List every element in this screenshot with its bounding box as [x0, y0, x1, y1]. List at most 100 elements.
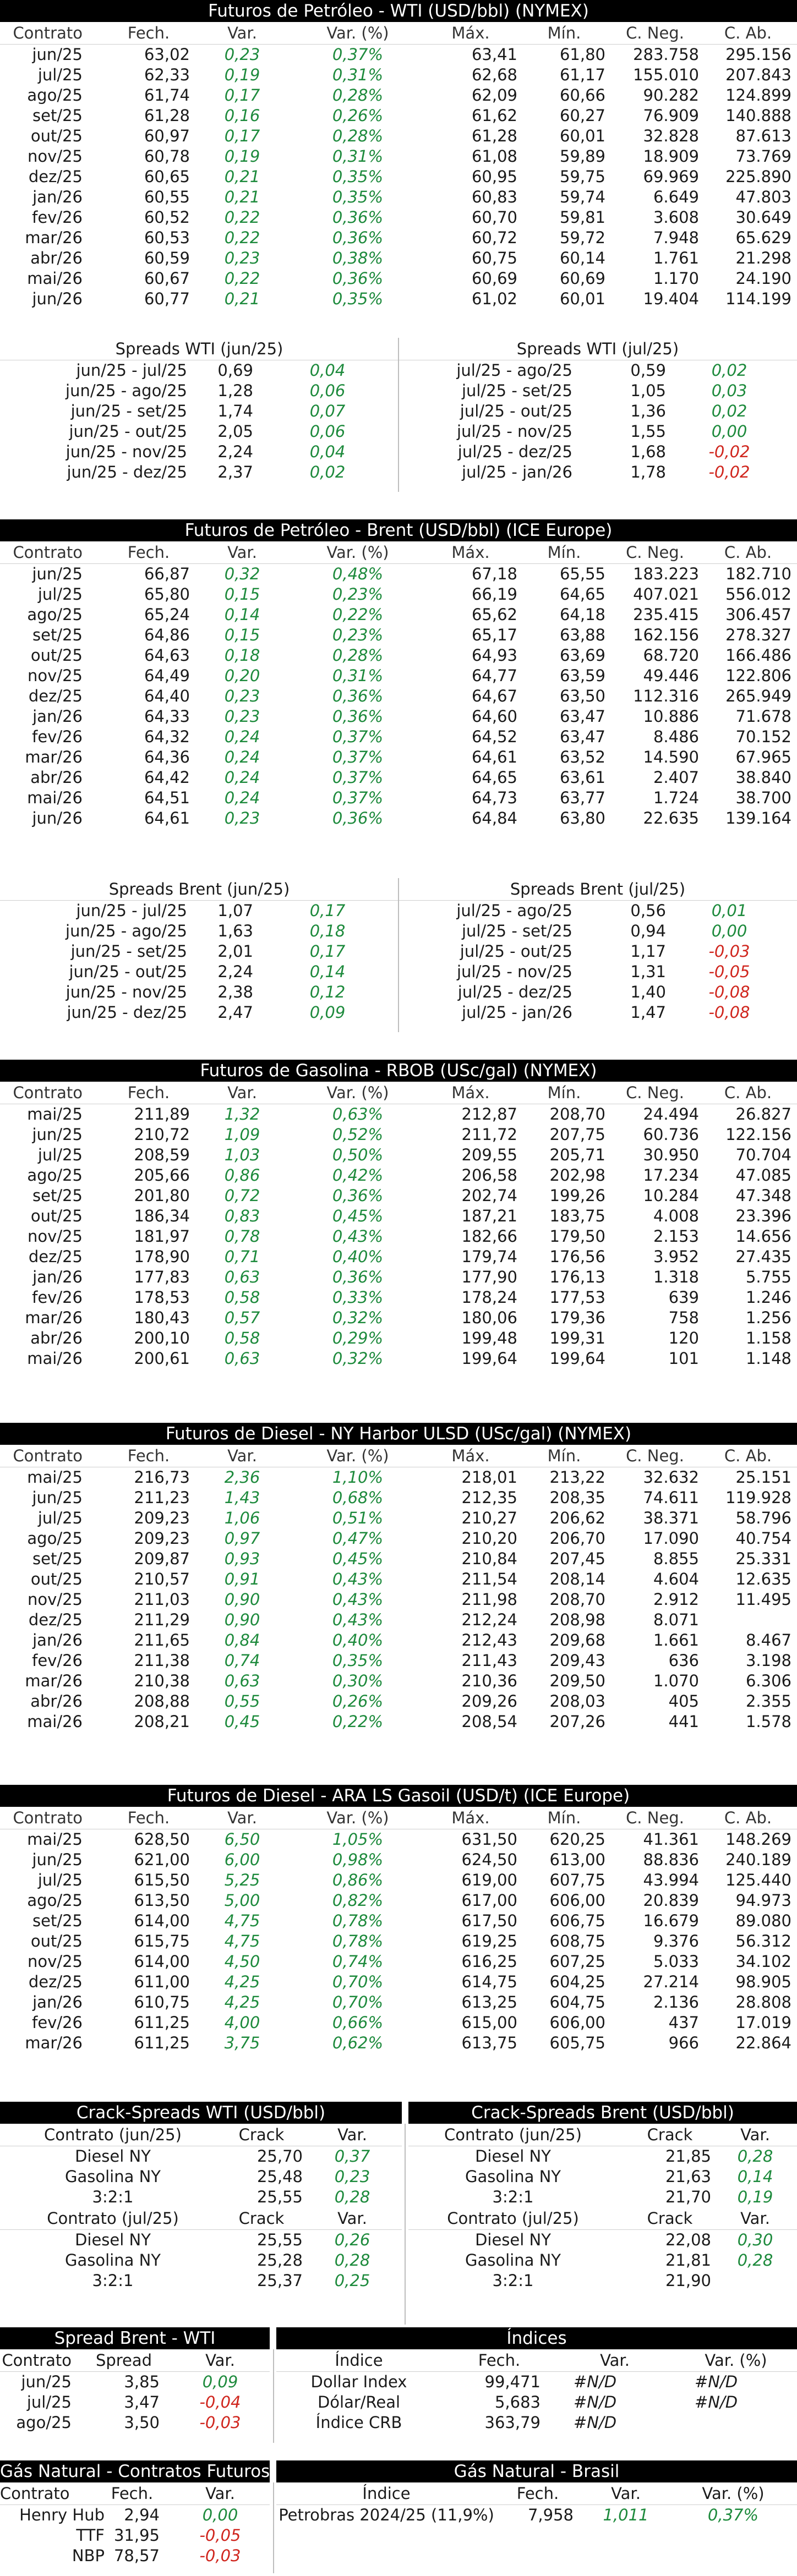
- cell-low: 59,75: [559, 167, 605, 186]
- cell-open-interest: 295.156: [725, 45, 791, 64]
- crack-wti-title: Crack-Spreads WTI (USD/bbl): [0, 2102, 402, 2124]
- table-cell: 0,09: [202, 2372, 238, 2391]
- cell-low: 202,98: [549, 1166, 605, 1185]
- cell-open-interest: 38.840: [735, 768, 791, 787]
- brent-table: jun/25 66,87 0,32 0,48% 67,18 65,55 183.223 182…: [0, 564, 797, 829]
- cell-volume: 2.153: [653, 1227, 699, 1246]
- header-change: Var.: [227, 543, 257, 562]
- cell-low: 605,75: [549, 2034, 605, 2052]
- cell-close: 60,55: [144, 188, 190, 206]
- cell-low: 59,74: [559, 188, 605, 206]
- cell-change: 2,36: [224, 1468, 260, 1487]
- cell-open-interest: 67.965: [735, 748, 791, 766]
- header-open-interest: C. Ab.: [724, 1808, 772, 1827]
- indices-panel: Índices Índice Fech. Var. Var. (%) Dollar In…: [276, 2327, 797, 2443]
- crack-value: 25,37: [256, 2271, 303, 2290]
- cell-close: 209,23: [134, 1509, 190, 1527]
- cell-low: 208,03: [549, 1692, 605, 1711]
- header-close: Fech.: [127, 1808, 170, 1827]
- wti-header-row: Contrato Fech. Var. Var. (%) Máx. Mín. C. Neg.…: [0, 22, 797, 45]
- brent-spreads-section: Spreads Brent (jun/25) Spreads Brent (ju…: [0, 878, 797, 1032]
- cell-contract: jul/25: [37, 585, 83, 604]
- rbob-title: Futuros de Gasolina - RBOB (USc/gal) (NY…: [0, 1060, 797, 1082]
- cell-change: 0,83: [224, 1207, 260, 1225]
- cell-contract: ago/25: [27, 1529, 83, 1548]
- cell-contract: out/25: [30, 646, 83, 665]
- cell-change-pct: 0,28%: [332, 646, 384, 665]
- table-row: out/25 186,34 0,83 0,45% 187,21 183,75 4.008 23…: [0, 1206, 797, 1226]
- cell-high: 199,64: [461, 1349, 517, 1368]
- cell-low: 607,25: [549, 1952, 605, 1971]
- cell-high: 64,52: [471, 727, 517, 746]
- table-row: dez/25 611,00 4,25 0,70% 614,75 604,25 27.214 9…: [0, 1972, 797, 1992]
- cell-close: 209,87: [134, 1549, 190, 1568]
- crack-col-header: Crack: [647, 2209, 693, 2228]
- header-contract: Contrato: [13, 24, 83, 42]
- cell-open-interest: 148.269: [725, 1830, 791, 1849]
- cell-open-interest: 17.019: [735, 2013, 791, 2032]
- spread-pair: jun/25 - out/25: [69, 962, 187, 981]
- cell-change: 0,17: [224, 86, 260, 105]
- small-table-header: Contrato Fech. Var.: [0, 2482, 270, 2505]
- cell-change-pct: 0,22%: [332, 605, 384, 624]
- cell-close: 60,78: [144, 147, 190, 166]
- cell-change: 4,00: [224, 2013, 260, 2032]
- brent-spreads-table: jun/25 - jul/25 1,07 0,17 jul/25 - ago/25 0,…: [0, 901, 797, 1023]
- cell-low: 604,75: [549, 1993, 605, 2012]
- spread-change: 0,03: [711, 381, 747, 400]
- table-row: fev/26 211,38 0,74 0,35% 211,43 209,43 636 3.19…: [0, 1651, 797, 1671]
- table-cell: #N/D: [574, 2372, 617, 2391]
- rbob-section: Futuros de Gasolina - RBOB (USc/gal) (NY…: [0, 1060, 797, 1369]
- cell-contract: fev/26: [32, 727, 83, 746]
- spread-pair: jul/25 - set/25: [461, 381, 572, 400]
- spread-value: 2,05: [217, 422, 253, 441]
- table-row: Dólar/Real 5,683 #N/D #N/D: [276, 2392, 797, 2413]
- table-row: ago/25 613,50 5,00 0,82% 617,00 606,00 20.839 9…: [0, 1890, 797, 1911]
- cell-close: 186,34: [134, 1207, 190, 1225]
- cell-high: 64,61: [471, 748, 517, 766]
- cell-change: 0,24: [224, 788, 260, 807]
- cell-low: 206,70: [549, 1529, 605, 1548]
- table-row: fev/26 611,25 4,00 0,66% 615,00 606,00 437 17.0…: [0, 2013, 797, 2033]
- spread-pair: jun/25 - set/25: [70, 402, 187, 420]
- cell-change: 4,75: [224, 1911, 260, 1930]
- cell-high: 210,27: [461, 1509, 517, 1527]
- cell-change-pct: 0,62%: [332, 2034, 384, 2052]
- cell-open-interest: 56.312: [735, 1932, 791, 1950]
- spread-pair: jul/25 - dez/25: [457, 442, 572, 461]
- spread-pair: jul/25 - nov/25: [456, 422, 572, 441]
- table-row: nov/25 60,78 0,19 0,31% 61,08 59,89 18.909 73.7…: [0, 146, 797, 167]
- brent-spreads-divider: [398, 878, 399, 1032]
- table-cell: 99,471: [484, 2372, 541, 2391]
- cell-contract: set/25: [32, 106, 83, 125]
- cell-contract: dez/25: [28, 687, 83, 705]
- table-row: mai/26 208,21 0,45 0,22% 208,54 207,26 441 1.57…: [0, 1712, 797, 1732]
- spread-value: 1,63: [217, 922, 253, 940]
- indices-table: Índice Fech. Var. Var. (%) Dollar Index 99,47…: [276, 2349, 797, 2433]
- cell-volume: 32.632: [643, 1468, 699, 1487]
- cell-close: 211,89: [134, 1105, 190, 1123]
- cell-contract: jun/25: [32, 564, 83, 583]
- cell-contract: jun/25: [32, 1850, 83, 1869]
- cell-change: 0,24: [224, 727, 260, 746]
- cell-change: 1,06: [224, 1509, 260, 1527]
- cell-open-interest: 3.198: [745, 1651, 791, 1670]
- table-cell: 1,011: [603, 2506, 649, 2524]
- spread-value: 1,68: [630, 442, 666, 461]
- cell-change: 0,24: [224, 768, 260, 787]
- header-cell: Var. (%): [705, 2351, 767, 2370]
- spread-value: 0,69: [217, 361, 253, 380]
- cell-contract: jul/25: [37, 1871, 83, 1889]
- cell-open-interest: 98.905: [735, 1972, 791, 1991]
- cell-change-pct: 0,43%: [332, 1570, 384, 1588]
- crack-contract-label: Contrato (jul/25): [47, 2209, 179, 2228]
- cell-low: 61,80: [559, 45, 605, 64]
- header-low: Mín.: [547, 543, 581, 562]
- header-change-pct: Var. (%): [326, 543, 389, 562]
- cell-high: 60,75: [471, 249, 517, 267]
- table-cell: 2,94: [124, 2506, 160, 2524]
- diesel-ny-section: Futuros de Diesel - NY Harbor ULSD (USc/…: [0, 1423, 797, 1732]
- cell-volume: 155.010: [633, 65, 699, 84]
- cell-low: 608,75: [549, 1932, 605, 1950]
- cell-open-interest: 6.306: [745, 1671, 791, 1690]
